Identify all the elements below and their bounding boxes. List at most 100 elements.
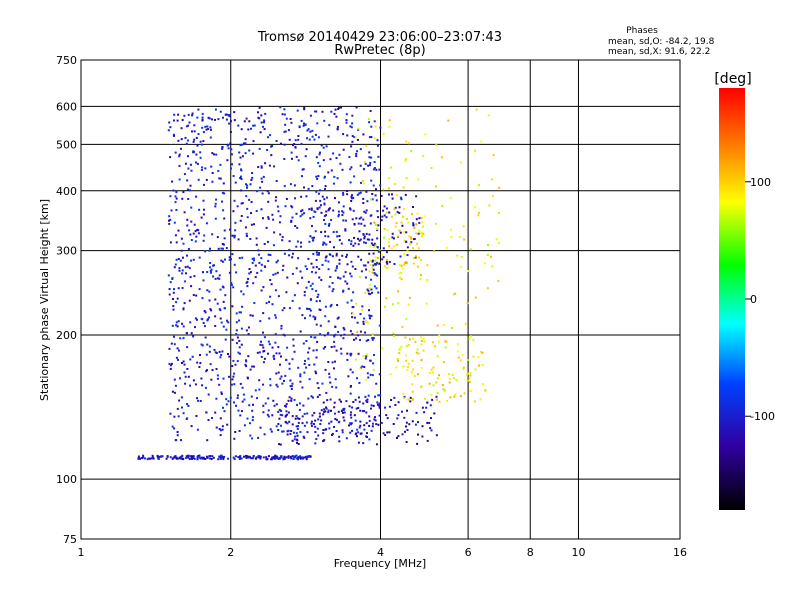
data-point <box>362 264 365 267</box>
data-point <box>421 435 424 438</box>
data-point <box>175 191 178 193</box>
data-point <box>361 305 364 308</box>
data-point <box>366 353 368 356</box>
data-point <box>281 236 284 238</box>
data-point <box>486 253 489 256</box>
data-point <box>350 416 353 419</box>
data-point <box>215 368 218 370</box>
data-point <box>453 395 456 398</box>
data-point <box>238 352 241 355</box>
data-point <box>299 431 302 433</box>
data-point <box>214 298 217 301</box>
data-point <box>398 352 401 355</box>
data-point <box>441 205 444 208</box>
data-point <box>372 337 375 340</box>
chart-title: Tromsø 20140429 23:06:00–23:07:43 <box>257 30 502 45</box>
data-point <box>267 253 270 256</box>
data-point <box>435 434 438 437</box>
data-point <box>241 155 244 158</box>
data-point <box>415 232 418 235</box>
data-point <box>376 401 379 404</box>
data-point <box>201 126 204 129</box>
data-point <box>315 356 318 359</box>
data-point <box>279 413 282 416</box>
data-point <box>171 324 174 327</box>
data-point <box>248 198 251 201</box>
data-point <box>366 372 369 375</box>
data-point <box>421 406 424 409</box>
data-point <box>357 128 360 131</box>
data-point <box>400 345 403 348</box>
data-point <box>214 217 217 220</box>
data-point <box>169 367 172 370</box>
data-point <box>267 260 270 262</box>
data-point <box>274 333 277 336</box>
data-point <box>303 424 306 427</box>
data-point <box>205 370 208 373</box>
data-point <box>477 214 480 217</box>
data-point <box>323 410 326 413</box>
data-point <box>343 328 346 331</box>
data-point <box>271 346 274 349</box>
data-point <box>390 399 393 401</box>
data-point <box>360 270 363 273</box>
data-point <box>205 128 208 131</box>
data-point <box>246 376 249 379</box>
data-point <box>233 401 235 404</box>
data-point <box>352 209 355 212</box>
data-point <box>444 340 447 343</box>
data-point <box>398 212 401 214</box>
data-point <box>251 257 254 260</box>
data-point <box>272 244 275 247</box>
data-point <box>312 266 315 269</box>
data-point <box>161 455 164 458</box>
data-point <box>368 252 371 255</box>
data-point <box>369 315 372 318</box>
data-point <box>281 239 284 242</box>
data-point <box>379 394 382 397</box>
data-point <box>229 142 232 145</box>
data-point <box>311 129 314 132</box>
data-point <box>376 246 379 249</box>
data-point <box>183 114 186 117</box>
data-point <box>217 458 220 461</box>
data-point <box>459 395 462 398</box>
data-point <box>448 381 451 384</box>
data-point <box>342 337 345 340</box>
data-point <box>362 323 365 325</box>
data-point <box>234 221 237 224</box>
data-point <box>249 456 251 459</box>
data-point <box>180 147 182 150</box>
data-point <box>365 190 368 193</box>
data-point <box>324 368 327 371</box>
data-point <box>397 359 399 362</box>
data-point <box>278 221 281 224</box>
data-point <box>209 270 212 272</box>
data-point <box>372 244 375 246</box>
data-point <box>236 360 239 363</box>
data-point <box>277 457 280 460</box>
data-point <box>312 236 315 239</box>
data-point <box>412 337 415 340</box>
data-point <box>426 439 429 442</box>
data-point <box>355 432 358 435</box>
data-point <box>362 402 365 405</box>
data-point <box>431 371 434 374</box>
data-point <box>279 142 282 145</box>
data-point <box>460 256 463 258</box>
data-point <box>479 350 482 353</box>
data-point <box>220 454 223 457</box>
data-point <box>259 455 262 458</box>
data-point <box>320 409 323 412</box>
data-point <box>350 422 353 425</box>
data-point <box>334 360 336 363</box>
data-point <box>218 177 221 180</box>
data-point <box>466 302 469 305</box>
data-point <box>349 422 352 425</box>
data-point <box>460 266 463 269</box>
data-point <box>459 161 462 164</box>
data-point <box>310 425 313 427</box>
data-point <box>260 114 263 117</box>
data-point <box>338 398 341 401</box>
data-point <box>396 243 399 246</box>
